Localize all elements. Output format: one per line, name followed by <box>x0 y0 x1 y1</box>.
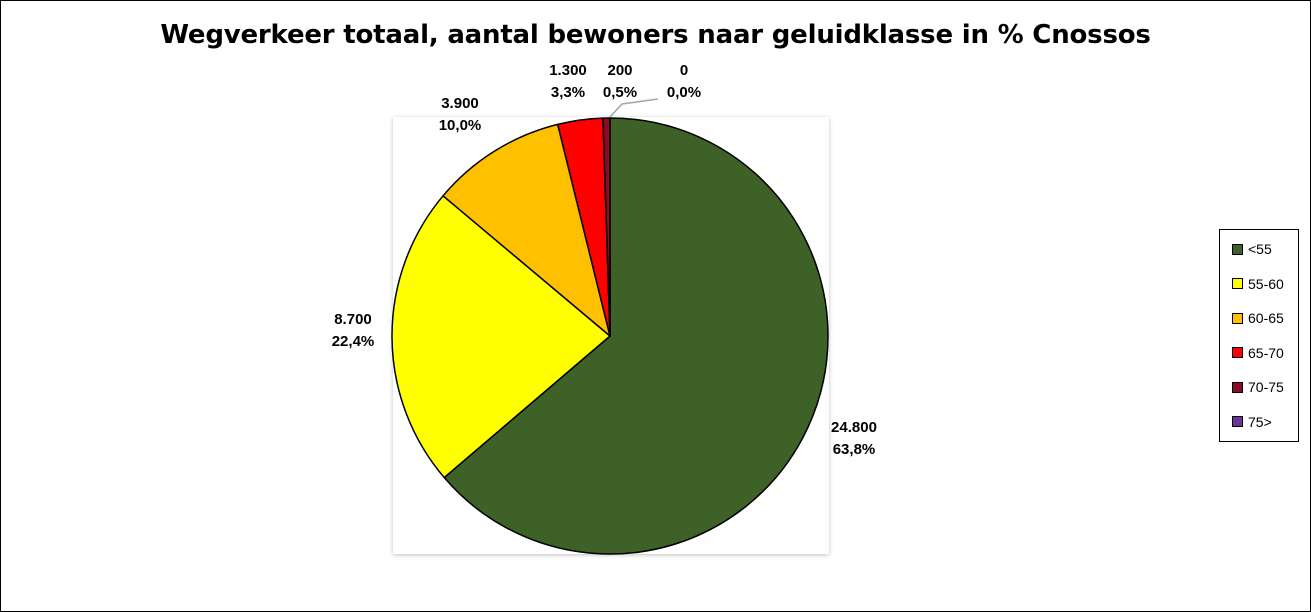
legend-item-65-70: 65-70 <box>1232 343 1284 363</box>
legend-item-55: <55 <box>1232 239 1272 259</box>
legend: <55 55-60 60-65 65-70 70-75 75> <box>1219 229 1299 442</box>
legend-label: 55-60 <box>1248 275 1284 292</box>
legend-item-60-65: 60-65 <box>1232 308 1284 328</box>
legend-label: 60-65 <box>1248 310 1284 326</box>
legend-label: 70-75 <box>1248 379 1284 395</box>
leader-line <box>609 98 659 118</box>
legend-item-55-60: 55-60 <box>1232 274 1284 294</box>
legend-item-70-75: 70-75 <box>1232 377 1284 397</box>
legend-swatch <box>1232 278 1243 289</box>
data-label-percent-70-75: 0,5% <box>603 84 637 101</box>
legend-label: 75> <box>1248 413 1272 430</box>
legend-swatch <box>1232 243 1243 255</box>
data-label-value-65-70: 1.300 <box>549 62 587 79</box>
data-label-percent-65-70: 3,3% <box>551 84 585 101</box>
pie-slices <box>391 117 829 555</box>
data-label-percent-75: 0,0% <box>667 84 701 101</box>
legend-swatch <box>1232 312 1243 324</box>
legend-swatch <box>1232 381 1243 393</box>
pie-slice-55-60 <box>391 195 611 479</box>
data-label-value-55-60: 8.700 <box>334 311 372 328</box>
pie-slice-55 <box>443 117 829 555</box>
pie-slice-70-75 <box>602 117 611 337</box>
legend-swatch <box>1232 347 1243 358</box>
data-label-percent-55-60: 22,4% <box>332 333 375 350</box>
legend-item-75: 75> <box>1232 412 1272 432</box>
data-label-value-55: 24.800 <box>831 419 877 436</box>
data-label-percent-55: 63,8% <box>833 441 876 458</box>
chart-title: Wegverkeer totaal, aantal bewoners naar … <box>160 20 1151 50</box>
data-labels: 24.800 63,8% 8.700 22,4% 3.900 10,0% 1.300 3,3%… <box>332 62 877 458</box>
data-label-value-75: 0 <box>680 62 688 79</box>
data-label-value-70-75: 200 <box>607 62 632 79</box>
legend-swatch <box>1232 416 1243 427</box>
pie-slice-60-65 <box>442 123 611 337</box>
legend-label: 65-70 <box>1248 344 1284 361</box>
data-label-value-60-65: 3.900 <box>441 95 479 112</box>
legend-label: <55 <box>1248 241 1272 257</box>
data-label-percent-60-65: 10,0% <box>439 117 482 134</box>
